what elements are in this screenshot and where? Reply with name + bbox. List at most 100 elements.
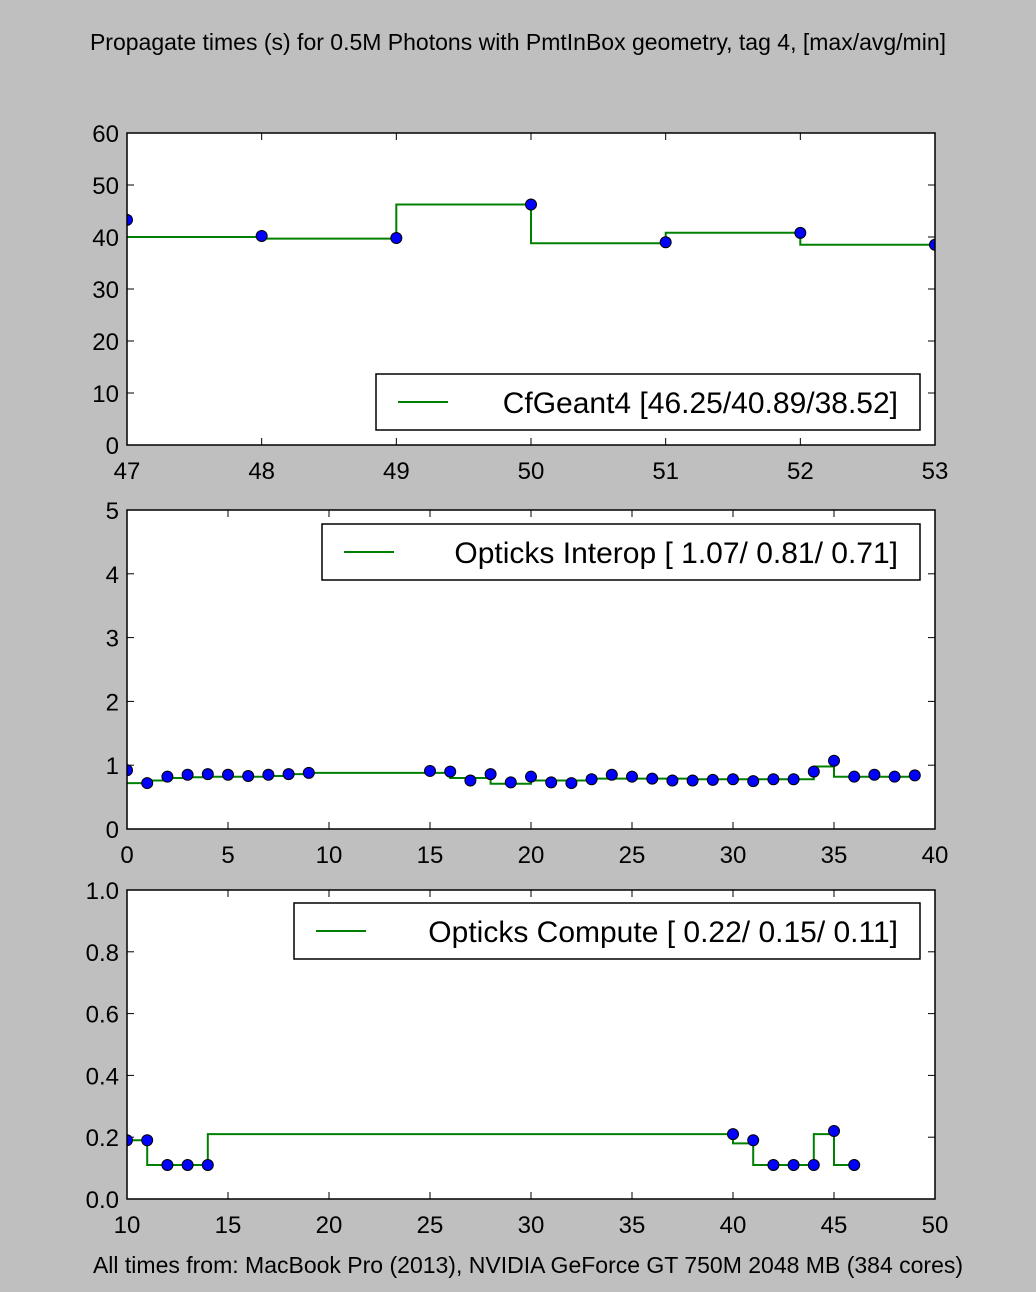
data-point [545, 776, 558, 789]
legend: Opticks Interop [ 1.07/ 0.81/ 0.71] [321, 523, 921, 581]
x-tick-label: 52 [787, 458, 814, 485]
y-tick-label: 0.8 [86, 940, 119, 967]
data-point [747, 775, 760, 788]
y-tick-label: 3 [106, 626, 119, 653]
data-point [767, 773, 780, 786]
data-point [848, 770, 861, 783]
x-tick-label: 47 [114, 458, 141, 485]
axes-frame [126, 132, 936, 446]
x-tick-label: 5 [221, 842, 234, 869]
x-tick-label: 10 [316, 842, 343, 869]
data-point [390, 232, 403, 245]
y-tick-label: 5 [106, 498, 119, 525]
y-tick-label: 2 [106, 689, 119, 716]
x-tick-label: 50 [922, 1212, 949, 1239]
data-point [908, 769, 921, 782]
x-tick-label: 40 [720, 1212, 747, 1239]
data-point [525, 198, 537, 211]
data-point [565, 777, 578, 790]
x-tick-label: 30 [518, 1212, 545, 1239]
chart-panel-3: 10 15 20 25 30 35 40 45 50 0.0 0.2 0.4 0.6 0.8 1.0 Opti… [86, 878, 949, 1239]
legend-label: CfGeant4 [46.25/40.89/38.52] [503, 387, 898, 420]
y-tick-label: 20 [92, 329, 119, 356]
y-tick-label: 1.0 [86, 878, 119, 905]
data-point [161, 770, 174, 783]
data-point [444, 765, 457, 778]
x-tick-label: 35 [821, 842, 848, 869]
data-point [807, 1159, 820, 1172]
data-point [767, 1159, 780, 1172]
data-point [161, 1159, 174, 1172]
data-point [828, 754, 840, 767]
y-tick-label: 0 [106, 817, 119, 844]
y-tick-label: 1 [106, 753, 119, 780]
data-point [504, 776, 517, 789]
x-tick-label: 10 [114, 1212, 141, 1239]
y-tick-label: 0 [106, 433, 119, 460]
data-point [727, 1128, 739, 1141]
axes-frame [126, 889, 936, 1200]
data-point [868, 768, 881, 781]
x-tick-label: 40 [922, 842, 949, 869]
y-tick-label: 4 [106, 562, 119, 589]
data-point [127, 1134, 133, 1147]
x-tick-label: 49 [383, 458, 410, 485]
data-point [787, 1159, 800, 1172]
y-tick-label: 0.6 [86, 1002, 119, 1029]
data-point [141, 777, 154, 790]
data-point [794, 226, 807, 239]
legend: CfGeant4 [46.25/40.89/38.52] [375, 373, 921, 431]
x-tick-label: 53 [922, 458, 949, 485]
legend-box [293, 902, 921, 960]
y-tick-label: 0.2 [86, 1125, 119, 1152]
data-point [255, 229, 268, 242]
data-point [646, 772, 659, 785]
data-point [282, 768, 295, 781]
chart-panel-2: 0 5 10 15 20 25 30 35 40 0 1 2 3 4 5 Opticks Interop [ … [106, 498, 949, 869]
data-point [127, 764, 133, 777]
x-tick-label: 25 [417, 1212, 444, 1239]
figure-title: Propagate times (s) for 0.5M Photons wit… [90, 29, 946, 55]
data-point [222, 768, 234, 781]
data-point [464, 774, 477, 787]
chart-panel-1: 47 48 49 50 51 52 53 0 10 20 30 40 50 60 CfGeant4 [46.… [92, 121, 948, 485]
data-point [424, 764, 436, 777]
legend-label: Opticks Compute [ 0.22/ 0.15/ 0.11] [428, 916, 898, 949]
y-tick-label: 60 [92, 121, 119, 148]
x-tick-label: 25 [619, 842, 646, 869]
data-point [181, 768, 194, 781]
data-point [141, 1134, 154, 1147]
data-point [127, 213, 133, 226]
x-tick-label: 20 [316, 1212, 343, 1239]
figure-footer: All times from: MacBook Pro (2013), NVID… [93, 1252, 963, 1278]
data-point [484, 768, 497, 781]
data-point [666, 774, 679, 787]
x-tick-label: 0 [120, 842, 133, 869]
data-point [848, 1159, 861, 1172]
x-tick-label: 20 [518, 842, 545, 869]
data-point [807, 765, 820, 778]
legend: Opticks Compute [ 0.22/ 0.15/ 0.11] [293, 902, 921, 960]
data-point [262, 768, 275, 781]
x-tick-label: 35 [619, 1212, 646, 1239]
x-tick-label: 30 [720, 842, 747, 869]
data-point [242, 770, 255, 783]
y-tick-label: 0.4 [86, 1063, 119, 1090]
x-tick-label: 48 [248, 458, 275, 485]
data-point [605, 768, 618, 781]
legend-box [321, 523, 921, 581]
data-point [659, 236, 672, 249]
x-tick-label: 50 [518, 458, 545, 485]
y-tick-label: 30 [92, 277, 119, 304]
data-point [585, 773, 598, 786]
y-tick-label: 40 [92, 225, 119, 252]
data-point [747, 1134, 760, 1147]
y-tick-label: 10 [92, 381, 119, 408]
x-tick-label: 51 [652, 458, 679, 485]
legend-box [375, 373, 921, 431]
y-tick-label: 50 [92, 173, 119, 200]
data-point [686, 774, 699, 787]
data-point [302, 766, 315, 779]
legend-label: Opticks Interop [ 1.07/ 0.81/ 0.71] [454, 537, 898, 570]
